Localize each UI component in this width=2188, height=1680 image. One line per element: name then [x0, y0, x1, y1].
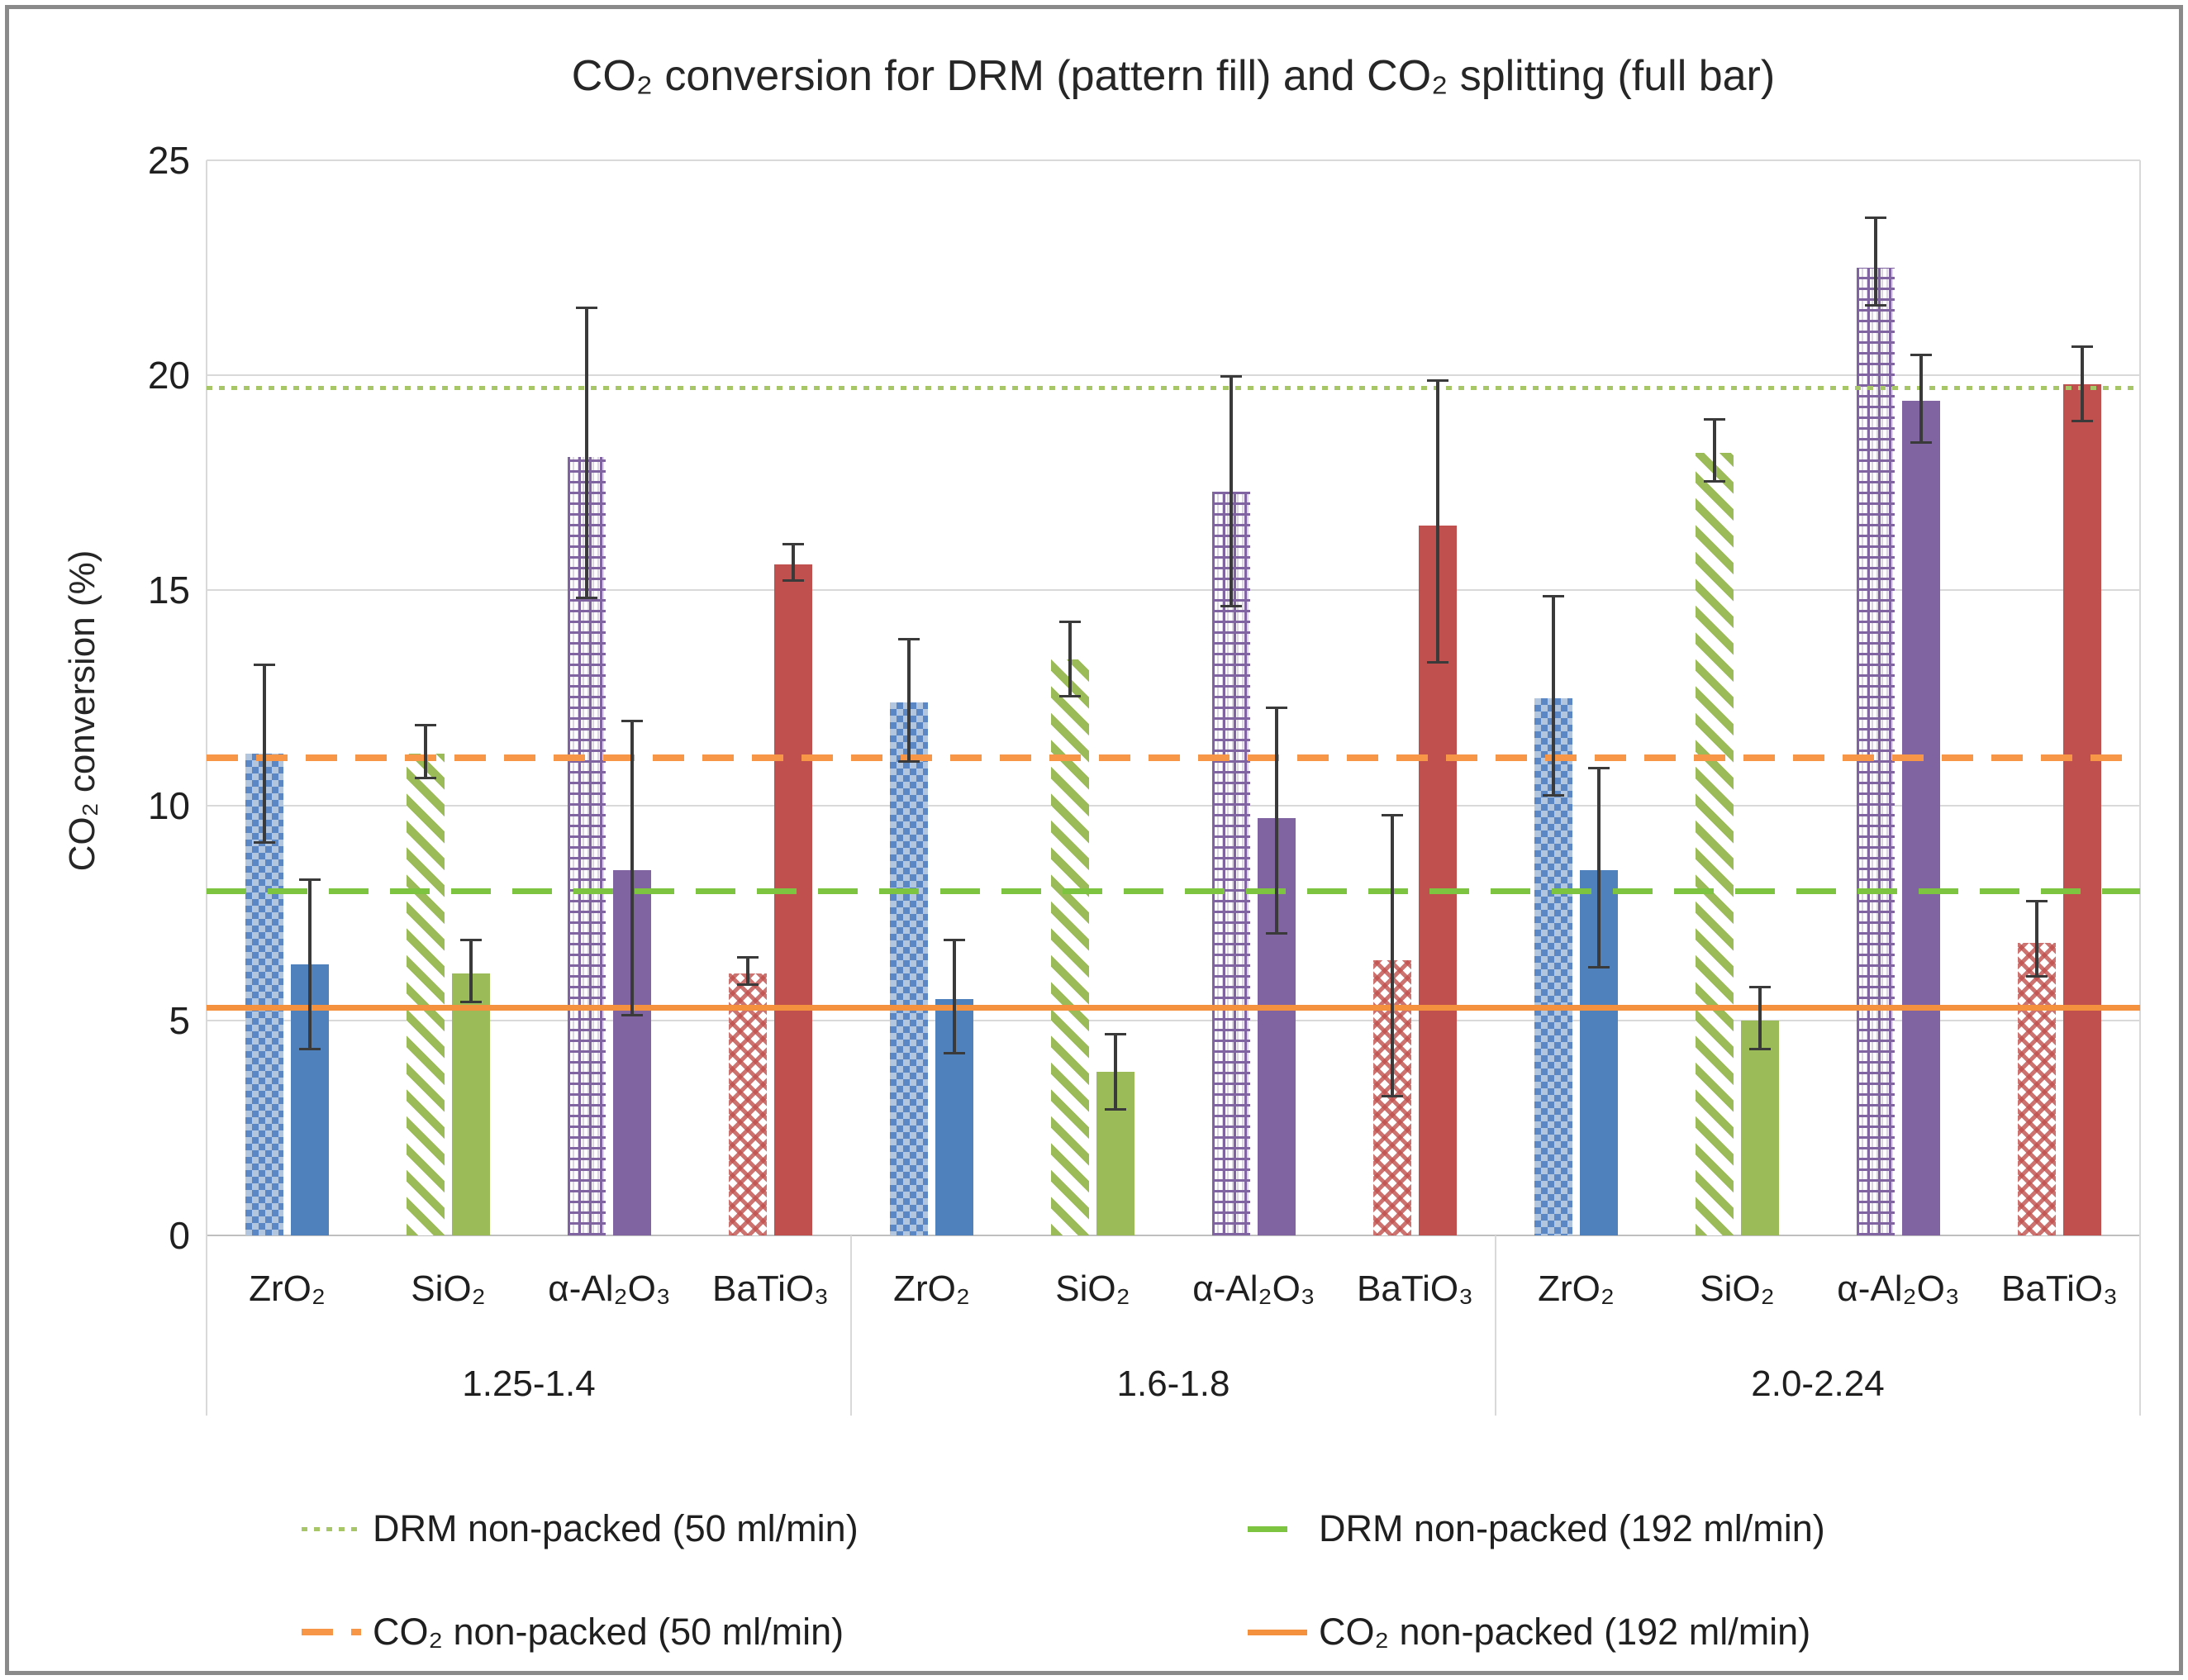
x-axis-material-label: BaTiO₃ [1357, 1268, 1473, 1309]
error-bar [1105, 1033, 1126, 1111]
error-bar [2071, 345, 2093, 423]
legend-item: DRM non-packed (50 ml/min) [302, 1502, 859, 1555]
plot-edge [206, 160, 207, 1235]
gridline-y5 [207, 1019, 2140, 1021]
error-bar [299, 878, 321, 1051]
y-tick-label: 25 [147, 139, 190, 182]
gridline-y20 [207, 374, 2140, 377]
legend-line-icon [302, 1526, 361, 1531]
x-axis-group-label: 1.25-1.4 [462, 1364, 596, 1404]
error-bar [1382, 814, 1403, 1098]
error-bar [621, 719, 643, 1016]
legend-item: CO₂ non-packed (50 ml/min) [302, 1606, 844, 1659]
plot-edge [2139, 160, 2141, 1235]
x-axis-material-label: α-Al₂O₃ [1192, 1268, 1315, 1309]
reference-line-0 [207, 386, 2140, 391]
bar-drm-pattern [729, 973, 767, 1235]
bar-drm-pattern [1534, 697, 1572, 1235]
category-divider [850, 1235, 852, 1416]
x-axis-material-label: α-Al₂O₃ [548, 1268, 671, 1309]
bar-drm-pattern [890, 702, 928, 1235]
reference-line-3 [207, 1004, 2140, 1011]
error-bar [944, 938, 965, 1055]
error-bar [782, 543, 804, 582]
chart-title: CO₂ conversion for DRM (pattern fill) an… [571, 52, 1776, 100]
bar-co2-splitting [1902, 401, 1940, 1235]
y-tick-label: 20 [147, 354, 190, 397]
y-tick-label: 5 [169, 998, 190, 1042]
x-axis-material-label: SiO₂ [1700, 1268, 1775, 1309]
x-axis-material-label: ZrO₂ [249, 1268, 326, 1309]
error-bar [737, 955, 759, 987]
gridline-y0 [207, 1235, 2140, 1236]
error-bar [1704, 418, 1725, 483]
legend-line-icon [302, 1629, 361, 1635]
bar-drm-pattern [407, 754, 445, 1235]
legend-label: DRM non-packed (50 ml/min) [373, 1507, 859, 1549]
bar-drm-pattern [2018, 943, 2056, 1235]
error-bar [1588, 766, 1610, 969]
error-bar [460, 938, 482, 1003]
error-bar [2026, 900, 2048, 978]
error-bar [1220, 375, 1242, 608]
x-axis-material-label: α-Al₂O₃ [1837, 1268, 1960, 1309]
reference-line-2 [207, 754, 2140, 762]
legend-label: DRM non-packed (192 ml/min) [1319, 1507, 1825, 1549]
legend-label: CO₂ non-packed (192 ml/min) [1319, 1611, 1811, 1653]
x-axis-material-label: ZrO₂ [1538, 1268, 1615, 1309]
reference-line-1 [207, 888, 2140, 895]
x-axis-material-label: ZrO₂ [893, 1268, 970, 1309]
y-tick-label: 15 [147, 569, 190, 612]
x-axis-group-label: 2.0-2.24 [1751, 1364, 1885, 1404]
bar-co2-splitting [452, 973, 490, 1235]
bar-drm-pattern [1857, 268, 1895, 1235]
legend-label: CO₂ non-packed (50 ml/min) [373, 1611, 844, 1653]
bar-co2-splitting [774, 564, 812, 1235]
gridline-y15 [207, 589, 2140, 592]
gridline-y25 [207, 159, 2140, 161]
error-bar [1910, 354, 1932, 445]
gridline-y10 [207, 804, 2140, 807]
legend-line-icon [1248, 1525, 1307, 1532]
bar-drm-pattern [1212, 491, 1250, 1235]
error-bar [415, 723, 436, 780]
error-bar [1059, 620, 1081, 698]
error-bar [898, 637, 920, 763]
bar-co2-splitting [2063, 383, 2101, 1235]
bar-co2-splitting [1741, 1020, 1779, 1235]
error-bar [1749, 986, 1771, 1051]
bar-drm-pattern [1051, 659, 1089, 1235]
legend-item: CO₂ non-packed (192 ml/min) [1248, 1606, 1810, 1659]
legend-line-icon [1248, 1629, 1307, 1635]
error-bar [1427, 379, 1448, 664]
error-bar [1266, 706, 1287, 935]
x-axis-group-label: 1.6-1.8 [1116, 1364, 1230, 1404]
legend-item: DRM non-packed (192 ml/min) [1248, 1502, 1825, 1555]
y-tick-label: 0 [169, 1214, 190, 1257]
category-divider [2139, 1235, 2141, 1416]
error-bar [254, 663, 275, 845]
error-bar [576, 306, 597, 599]
bar-drm-pattern [1696, 452, 1734, 1235]
x-axis-material-label: BaTiO₃ [712, 1268, 829, 1309]
error-bar [1543, 594, 1564, 797]
x-axis-material-label: SiO₂ [1055, 1268, 1130, 1309]
category-divider [1495, 1235, 1496, 1416]
x-axis-material-label: BaTiO₃ [2001, 1268, 2118, 1309]
x-axis-material-label: SiO₂ [411, 1268, 486, 1309]
category-divider [206, 1235, 207, 1416]
error-bar [1865, 216, 1886, 307]
y-tick-label: 10 [147, 783, 190, 827]
